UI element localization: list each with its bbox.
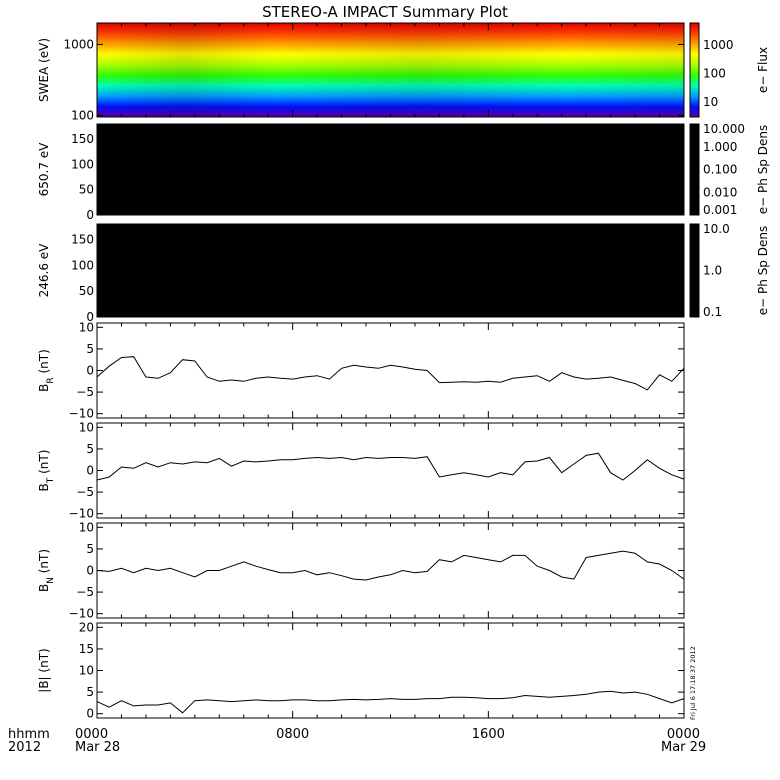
y-tick-label: 100 [71, 108, 94, 122]
y-axis-label-unit: (nT) [37, 450, 51, 478]
panel-bt: −10 −5 0 5 10 BT (nT) [37, 420, 685, 521]
panel-frame-bt [96, 422, 685, 519]
colorbar-tick-label: 0.100 [703, 163, 737, 177]
y-axis-label-swea: SWEA (eV) [37, 38, 51, 102]
colorbar-tick-label: 1000 [703, 38, 734, 52]
y-tick-label: −5 [76, 485, 94, 499]
colorbar-pad650 [689, 123, 700, 216]
y-axis-label-pad246: 246.6 eV [37, 243, 51, 298]
y-tick-label: 5 [86, 442, 94, 456]
year-label: 2012 [8, 740, 41, 755]
y-tick-label: 15 [79, 642, 94, 656]
y-axis-label-symbol: B [37, 584, 51, 592]
y-axis-label-symbol: B [37, 483, 51, 491]
y-axis-label-unit: (nT) [37, 549, 51, 577]
y-tick-label: −10 [69, 507, 94, 521]
colorbar-tick-label: 10.0 [703, 222, 730, 236]
y-axis-label-subscript: T [46, 477, 56, 484]
x-tick-label: 0000 [667, 727, 700, 742]
y-tick-label: 1000 [63, 37, 94, 51]
time-label: hhmm [8, 727, 50, 742]
colorbar-tick-label: 1.0 [703, 264, 722, 278]
timestamp-label: Fri Jul 6 17:18:37 2012 [689, 646, 697, 720]
y-tick-label: −10 [69, 607, 94, 621]
y-tick-label: 150 [71, 132, 94, 146]
colorbar-tick-label: 0.001 [703, 203, 737, 217]
colorbar-label-pad246: e− Ph Sp Dens [756, 226, 770, 315]
plot-title: STEREO-A IMPACT Summary Plot [262, 3, 508, 21]
colorbar-pad246 [689, 223, 700, 318]
colorbar-tick-label: 0.010 [703, 185, 737, 199]
y-axis-label-pad650: 650.7 eV [37, 142, 51, 197]
y-tick-label: 0 [86, 464, 94, 478]
y-tick-label: 0 [86, 310, 94, 324]
colorbar-swea [689, 22, 700, 118]
y-axis-label-bn: BN (nT) [37, 549, 56, 592]
colorbar-tick-label: 100 [703, 67, 726, 81]
series-line-bn [96, 550, 685, 581]
panel-pad650: 0 50 100 150 650.7 eV 10.000 1.000 0.100 0.010 0.… [37, 122, 770, 222]
y-tick-label: 5 [86, 342, 94, 356]
y-tick-label: 10 [79, 520, 94, 534]
y-tick-label: 100 [71, 258, 94, 272]
y-tick-label: 0 [86, 564, 94, 578]
y-tick-label: 0 [86, 364, 94, 378]
x-tick-label: 0800 [276, 727, 309, 742]
colorbar-tick-label: 0.1 [703, 305, 722, 319]
y-tick-label: 10 [79, 664, 94, 678]
y-axis-label-subscript: R [46, 377, 56, 383]
y-tick-label: 100 [71, 157, 94, 171]
y-tick-label: 5 [86, 685, 94, 699]
empty-spectrogram-pad246 [97, 224, 684, 317]
panel-pad246: 0 50 100 150 246.6 eV 10.0 1.0 0.1 e− Ph Sp Dens [37, 222, 770, 324]
y-axis-label-subscript: N [46, 577, 56, 584]
y-tick-label: 50 [79, 183, 94, 197]
panel-br: −10 −5 0 5 10 BR (nT) [37, 320, 685, 421]
y-axis-label-bt: BT (nT) [37, 450, 56, 492]
y-tick-label: 50 [79, 284, 94, 298]
y-tick-label: −5 [76, 385, 94, 399]
panel-frame-bn [96, 522, 685, 619]
colorbar-tick-label: 1.000 [703, 140, 737, 154]
colorbar-tick-label: 10.000 [703, 122, 745, 136]
footer: hhmm 2012 Mar 28 Mar 29 Fri Jul 6 17:18:… [8, 646, 706, 755]
x-tick-label: 1600 [472, 727, 505, 742]
y-tick-label: −10 [69, 407, 94, 421]
y-tick-label: 10 [79, 420, 94, 434]
x-tick-label: 0000 [75, 727, 108, 742]
empty-spectrogram-pad650 [97, 124, 684, 215]
y-tick-label: 150 [71, 233, 94, 247]
panel-swea: 100 1000 SWEA (eV) 10 100 1000 e− Flux [37, 22, 770, 122]
y-axis-label-symbol: B [37, 384, 51, 392]
colorbar-label-swea: e− Flux [756, 47, 770, 93]
series-line-bt [96, 452, 685, 481]
panel-bn: −10 −5 0 5 10 BN (nT) [37, 520, 685, 621]
y-axis-label-bmag: |B| (nT) [37, 648, 51, 692]
panel-bmag: 0 5 10 15 20 |B| (nT) [37, 620, 685, 721]
y-tick-label: 0 [86, 208, 94, 222]
y-tick-label: 10 [79, 320, 94, 334]
y-axis-label-br: BR (nT) [37, 349, 56, 392]
panel-frame-bmag [96, 622, 685, 719]
panel-frame-br [96, 322, 685, 419]
start-date-label: Mar 28 [75, 740, 120, 755]
y-tick-label: 5 [86, 542, 94, 556]
y-tick-label: 0 [86, 707, 94, 721]
colorbar-label-pad650: e− Ph Sp Dens [756, 125, 770, 214]
y-tick-label: −5 [76, 585, 94, 599]
y-tick-label: 20 [79, 620, 94, 634]
series-line-br [96, 356, 685, 391]
series-line-bmag [96, 690, 685, 714]
y-axis-label-unit: (nT) [37, 349, 51, 377]
swea-texture [97, 23, 684, 117]
colorbar-tick-label: 10 [703, 95, 718, 109]
end-date-label: Mar 29 [661, 740, 706, 755]
